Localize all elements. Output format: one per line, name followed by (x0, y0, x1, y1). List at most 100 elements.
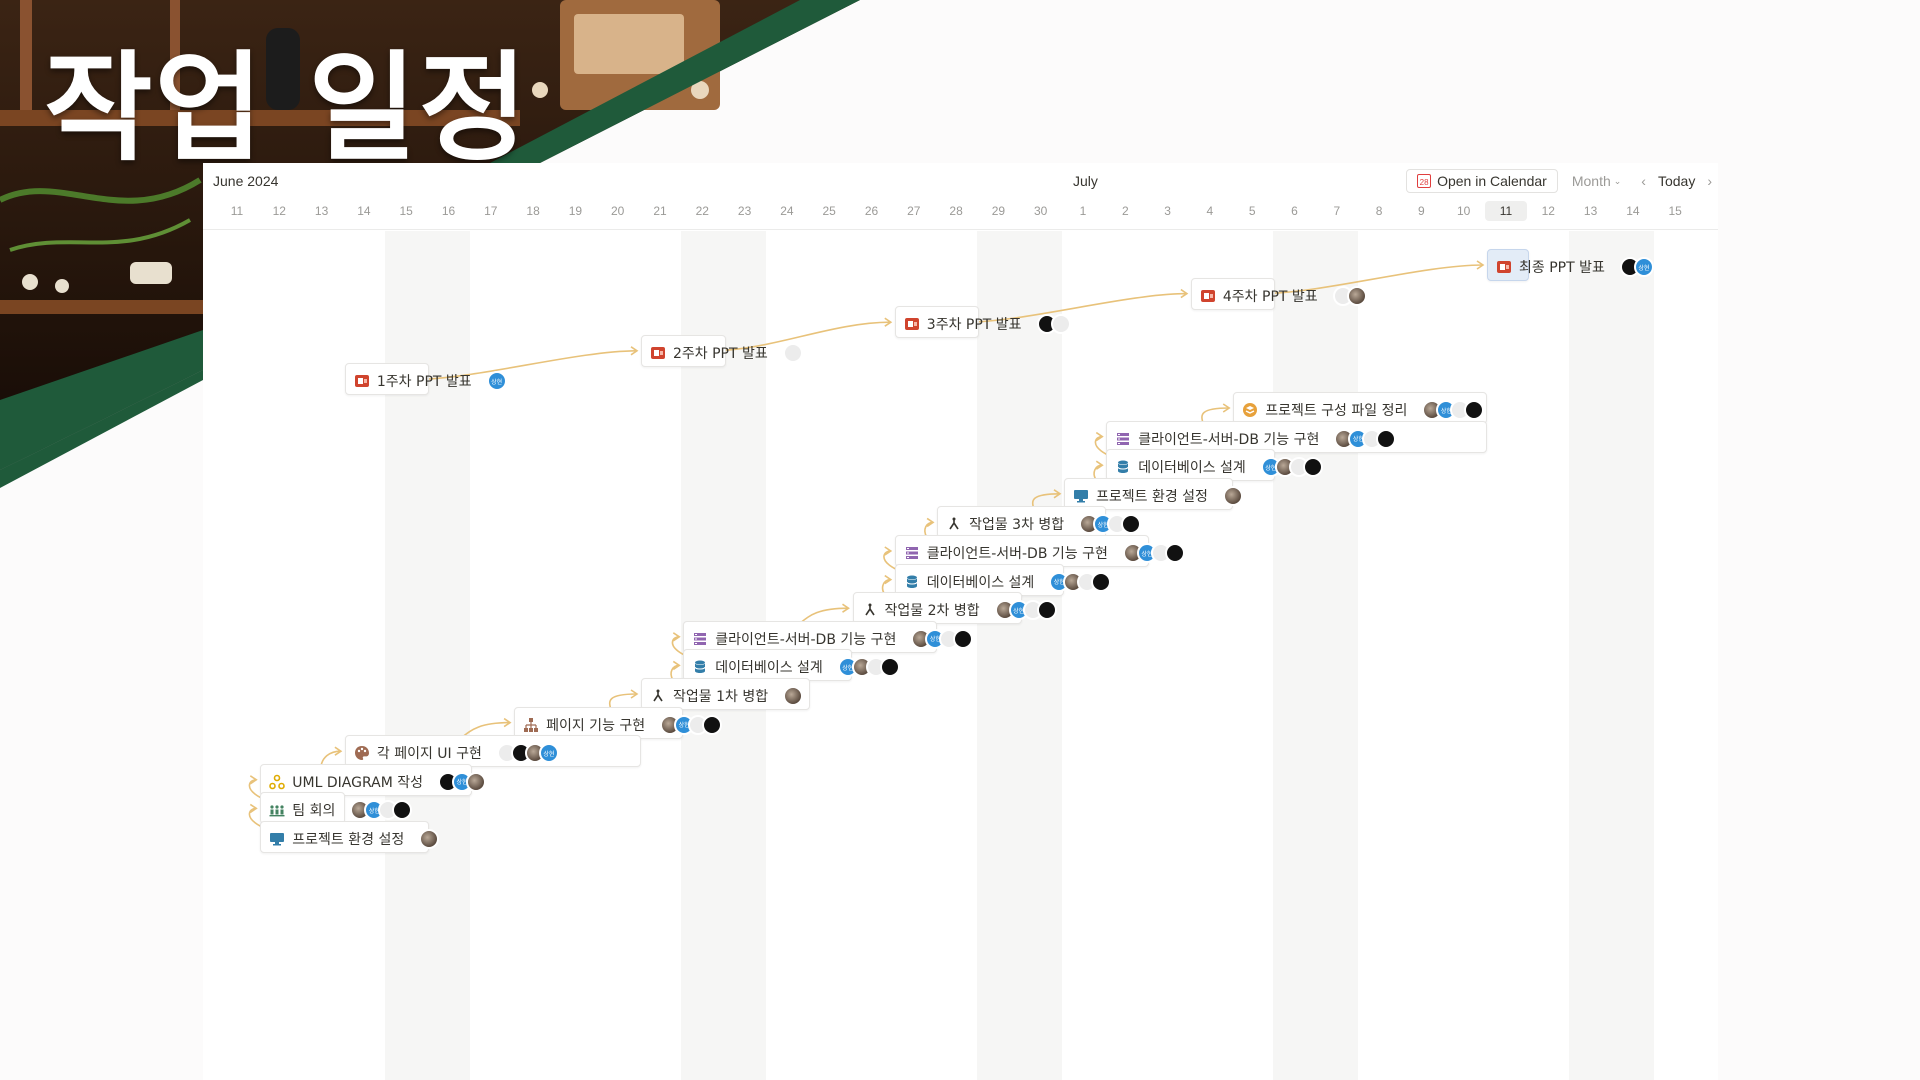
database-icon (1115, 459, 1131, 475)
avatar: 상현 (486, 371, 507, 392)
presentation-icon (1496, 259, 1512, 275)
weekend-column (385, 231, 428, 1080)
calendar-icon: 28 (1417, 174, 1432, 188)
presentation-icon (354, 373, 370, 389)
assignee-avatars: 상현 (911, 628, 974, 649)
task-name: 프로젝트 환경 설정 (1096, 488, 1208, 505)
assignee-avatars: 상현 (350, 800, 413, 821)
task-label[interactable]: 데이터베이스 설계 상현 (1115, 457, 1323, 478)
assignee-avatars: 상현 (660, 714, 723, 735)
day-label: 17 (484, 204, 498, 218)
task-label[interactable]: 4주차 PPT 발표 (1200, 285, 1367, 306)
task-bar[interactable] (1064, 477, 1234, 510)
slide-title: 작업 일정 (44, 39, 530, 177)
avatar (782, 342, 803, 363)
task-label[interactable]: 프로젝트 환경 설정 (269, 829, 440, 849)
merge-icon (650, 688, 666, 704)
today-button[interactable]: Today (1657, 173, 1696, 189)
day-label: 7 (1333, 204, 1341, 218)
task-label[interactable]: 작업물 2차 병합 상현 (862, 600, 1057, 621)
task-bar[interactable] (1106, 420, 1487, 453)
month-label: July (1073, 173, 1098, 189)
list-icon (692, 631, 708, 647)
task-label[interactable]: 3주차 PPT 발표 (904, 314, 1071, 335)
day-label: 13 (1583, 204, 1598, 218)
task-label[interactable]: 팀 회의 상현 (269, 800, 413, 821)
assignee-avatars (1036, 314, 1071, 335)
task-name: 프로젝트 환경 설정 (292, 832, 405, 848)
view-range-select[interactable]: Month ⌄ (1572, 173, 1621, 189)
today-day-marker: 11 (1485, 201, 1527, 221)
day-label: 12 (1541, 204, 1555, 218)
presentation-icon (1200, 288, 1216, 304)
day-label: 21 (653, 204, 667, 218)
day-label: 11 (230, 204, 244, 218)
task-label[interactable]: 데이터베이스 설계 상현 (692, 657, 900, 678)
task-bar[interactable] (260, 763, 472, 796)
weekend-column (977, 231, 1020, 1080)
prev-arrow-icon[interactable]: ‹ (1641, 173, 1646, 189)
day-label: 16 (441, 204, 456, 218)
day-label: 19 (568, 204, 583, 218)
day-label: 1 (1079, 204, 1087, 218)
task-label[interactable]: 클라이언트-서버-DB 기능 구현 상현 (692, 628, 974, 649)
day-label: 22 (695, 204, 709, 218)
next-arrow-icon[interactable]: › (1707, 173, 1712, 189)
layers-icon (1242, 402, 1258, 418)
list-icon (1115, 431, 1131, 447)
day-label: 9 (1418, 204, 1425, 218)
day-axis: 11 12 13 14 15 16 17 18 19 20 21 22 23 24 25 26 27 28 29 30… (203, 201, 1718, 221)
weekend-column (1315, 231, 1358, 1080)
task-label[interactable]: 클라이언트-서버-DB 기능 구현 상현 (904, 543, 1185, 563)
day-label: 29 (991, 204, 1006, 218)
task-bar[interactable] (641, 678, 811, 710)
task-bar[interactable] (260, 821, 430, 853)
decorative-photo-banner (0, 0, 860, 488)
task-bar[interactable] (894, 306, 980, 339)
task-name: 프로젝트 구성 파일 정리 (1265, 403, 1408, 419)
assignee-avatars: 상현 (1334, 428, 1397, 449)
task-label[interactable]: 프로젝트 환경 설정 (1073, 485, 1243, 506)
sitemap-icon (523, 717, 539, 733)
avatar (879, 657, 900, 678)
assignee-avatars: 상현 (994, 600, 1057, 621)
task-label[interactable]: 각 페이지 UI 구현 상현 (354, 743, 559, 764)
monitor-icon (269, 831, 285, 847)
task-bar[interactable] (344, 735, 641, 768)
task-bar[interactable] (894, 535, 1149, 567)
open-in-calendar-button[interactable]: 28 Open in Calendar (1406, 169, 1558, 193)
avatar: 상현 (538, 743, 559, 764)
avatar (953, 628, 974, 649)
task-bar[interactable] (894, 563, 1064, 596)
assignee-avatars (782, 342, 803, 363)
task-label[interactable]: UML DIAGRAM 작성 상현 (269, 771, 486, 792)
task-bar[interactable] (852, 592, 1022, 625)
weekend-column (1273, 231, 1316, 1080)
task-label[interactable]: 작업물 3차 병합 상현 (946, 514, 1142, 535)
chevron-down-icon: ⌄ (1613, 175, 1622, 186)
task-bar[interactable] (260, 792, 345, 825)
task-label[interactable]: 2주차 PPT 발표 (650, 342, 803, 363)
timeline-controls: 28 Open in Calendar Month ⌄ ‹ Today › (1406, 168, 1718, 194)
task-label[interactable]: 프로젝트 구성 파일 정리 상현 (1242, 400, 1485, 420)
task-label[interactable]: 페이지 기능 구현 상현 (523, 714, 723, 735)
assignee-avatars: 상현 (1619, 257, 1654, 277)
task-label[interactable]: 클라이언트-서버-DB 기능 구현 상현 (1115, 428, 1397, 449)
avatar (1346, 285, 1367, 306)
assignee-avatars: 상현 (1422, 400, 1485, 420)
task-label[interactable]: 데이터베이스 설계 상현 (904, 571, 1112, 592)
task-label[interactable]: 1주차 PPT 발표 상현 (354, 371, 507, 392)
task-bar[interactable] (937, 506, 1107, 539)
day-label: 6 (1291, 204, 1298, 218)
weekend-column (1611, 231, 1655, 1080)
day-label: 3 (1164, 204, 1171, 218)
day-label: 26 (864, 204, 879, 218)
assignee-avatars: 상현 (1049, 571, 1112, 592)
weekend-column (427, 231, 470, 1080)
task-name: 데이터베이스 설계 (1138, 460, 1246, 477)
task-label[interactable]: 작업물 1차 병합 (650, 686, 804, 706)
task-bar[interactable] (683, 649, 853, 682)
task-label[interactable]: 최종 PPT 발표 상현 (1496, 257, 1654, 277)
month-label: June 2024 (213, 173, 279, 189)
assignee-avatars: 상현 (496, 743, 559, 764)
